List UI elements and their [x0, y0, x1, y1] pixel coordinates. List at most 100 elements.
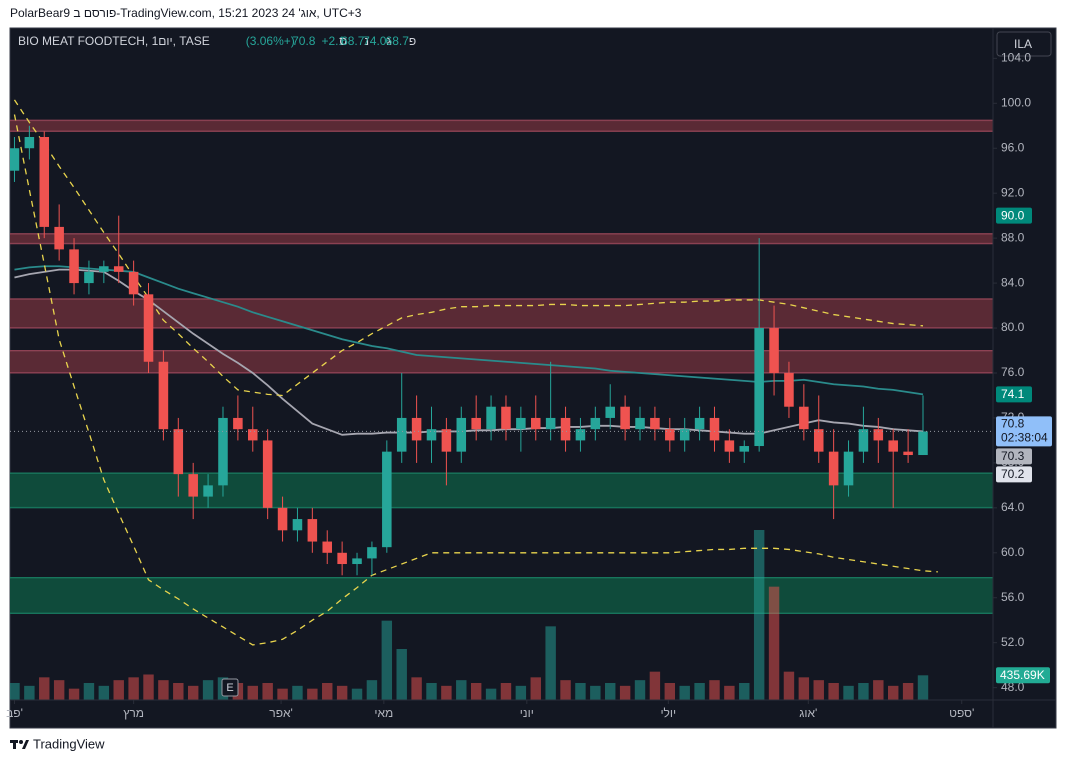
earnings-marker[interactable] [221, 678, 239, 697]
candle-body [277, 507, 288, 531]
candle-body [605, 406, 615, 418]
y-tick-label: 84.0 [1001, 275, 1025, 289]
price-label: 74.1 [1001, 387, 1025, 401]
countdown-label: 02:38:04 [1001, 431, 1048, 445]
candle-body [545, 417, 556, 430]
volume-bar [605, 683, 616, 700]
candle-body [99, 266, 109, 272]
candle-body [128, 271, 139, 295]
volume-bar [887, 685, 899, 700]
currency-button[interactable] [996, 31, 1052, 57]
volume-bar [470, 683, 482, 700]
volume-bar [24, 685, 35, 700]
legend-value: 70.8 [292, 34, 316, 48]
currency-label[interactable]: ILA [1014, 37, 1032, 51]
candle-body [248, 429, 258, 441]
candle-body [516, 417, 526, 430]
volume-bar [500, 683, 512, 700]
candle-body [560, 417, 571, 441]
x-tick-label: אוג' [799, 706, 817, 720]
volume-bar [381, 620, 393, 700]
volume-bar [575, 683, 586, 700]
last-price-box [996, 416, 1052, 447]
volume-label: 435.69K [1000, 668, 1045, 682]
price-label: 90.0 [1001, 208, 1025, 222]
volume-bar [83, 683, 95, 700]
plot-area [10, 99, 993, 700]
legend-value: 68.7 [341, 34, 365, 48]
volume-bar [739, 683, 750, 700]
candle-body [411, 417, 422, 441]
volume-bar [247, 685, 258, 700]
candle-body [888, 440, 898, 452]
price-label-box [996, 448, 1032, 465]
candle-body [724, 440, 735, 452]
volume-bar [634, 680, 646, 700]
volume-bar [679, 685, 690, 700]
candle-body [203, 485, 213, 497]
candle-body [530, 417, 541, 430]
indicator-line [13, 99, 924, 397]
y-tick-label: 96.0 [1001, 140, 1025, 154]
y-tick-label: 104.0 [1001, 51, 1031, 65]
price-label-box [996, 386, 1032, 403]
volume-bar [441, 685, 452, 700]
volume-bar [322, 683, 333, 700]
price-label: 70.2 [1001, 467, 1025, 481]
x-tick-label: ספט' [949, 706, 974, 720]
volume-bar [560, 680, 571, 700]
candle-body [828, 451, 839, 486]
candle-body [665, 429, 675, 441]
x-tick-label: פב' [6, 706, 23, 720]
volume-bar [858, 683, 869, 700]
candle-body [69, 249, 79, 284]
volume-bar [724, 685, 735, 700]
candle-body [337, 552, 347, 565]
x-tick-label: מרץ [123, 706, 144, 720]
legend-value: 74.0 [363, 34, 387, 48]
ohlc-legend: פ68.7ג74.0נ68.7ס70.8+2.1 (+3.06%) [246, 34, 416, 48]
volume-bar [813, 680, 824, 700]
candle-body [694, 417, 705, 430]
y-tick-label: 80.0 [1001, 320, 1025, 334]
candle-body [650, 417, 660, 430]
volume-bar [39, 677, 50, 700]
candle-body [769, 328, 779, 373]
volume-bar [530, 677, 541, 700]
volume-bar [143, 674, 154, 700]
volume-bar [68, 688, 80, 700]
y-tick-label: 100.0 [1001, 95, 1031, 109]
volume-bar [828, 683, 839, 700]
volume-bar [98, 685, 110, 700]
x-tick-label: מאי [374, 706, 393, 720]
candle-body [307, 519, 318, 542]
volume-bar [202, 680, 214, 700]
volume-bar [783, 671, 795, 700]
candle-body [143, 294, 154, 362]
candle-body [784, 372, 794, 407]
legend-prefix: ג [386, 34, 391, 48]
volume-bar [336, 685, 348, 700]
y-tick-label: 52.0 [1001, 635, 1025, 649]
candle-body [367, 547, 377, 559]
candle-body [10, 148, 20, 171]
y-tick-label: 92.0 [1001, 185, 1025, 199]
candle-body [39, 137, 50, 227]
x-tick-label: יוני [520, 706, 534, 720]
candle-body [635, 417, 645, 430]
earnings-marker-label[interactable]: E [226, 682, 233, 694]
y-tick-label: 76.0 [1001, 365, 1025, 379]
volume-bar [768, 586, 780, 700]
candle-body [471, 417, 481, 430]
volume-bar [277, 688, 288, 700]
brand-name: TradingView [33, 736, 105, 751]
legend-prefix: ס [339, 34, 347, 48]
candle-body [54, 226, 64, 250]
y-tick-label: 64.0 [1001, 500, 1025, 514]
legend: BIO MEAT FOODTECH, 1יום, TASE פ68.7ג74.0נ… [18, 34, 416, 48]
price-label-box [996, 466, 1032, 483]
legend-prefix: פ [409, 34, 416, 48]
volume-bar [485, 688, 497, 700]
volume-bar [53, 680, 65, 700]
